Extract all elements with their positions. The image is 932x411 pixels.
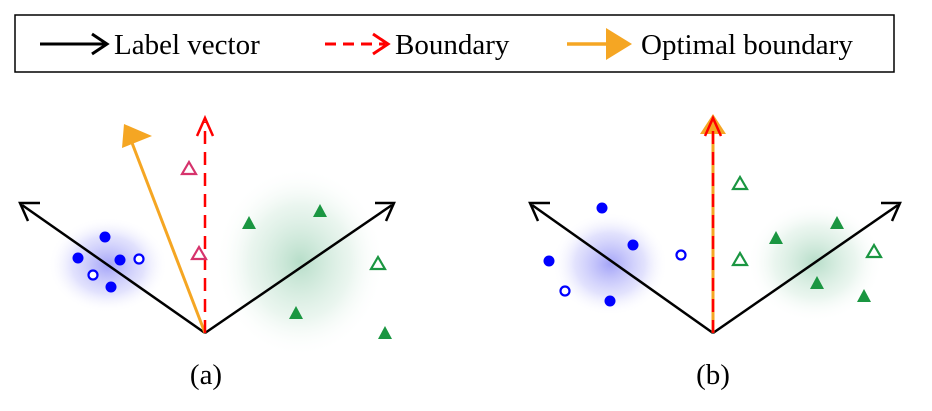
- panel-a-blue-point-hollow: [87, 269, 99, 281]
- legend-boundary-text: Boundary: [395, 29, 510, 61]
- panel-a-label-vector-right-arrowhead-icon: [375, 201, 396, 222]
- legend-label-vector-text: Label vector: [114, 29, 260, 61]
- legend-item-optimal-boundary: Optimal boundary: [567, 28, 853, 61]
- legend-label-vector-arrowhead-icon: [91, 32, 110, 56]
- panel-b: (b): [528, 114, 902, 391]
- panel-b-label-vector-left: [531, 203, 714, 335]
- panel-b-boundary-arrowhead-icon: [703, 114, 723, 137]
- panel-b-green-triangle: [769, 231, 783, 244]
- panel-a-blue-point: [99, 231, 111, 243]
- panel-a-optimal-arrowhead-icon: [122, 124, 152, 148]
- legend-item-label-vector: Label vector: [40, 29, 260, 61]
- panel-b-optimal-arrowhead-icon: [700, 114, 726, 134]
- legend-boundary-arrowhead-icon: [372, 32, 391, 56]
- panel-a: (a): [18, 114, 396, 391]
- panel-a-misclassified-triangle: [180, 159, 198, 176]
- panel-a-misclassified-triangle: [190, 244, 208, 261]
- panel-a-optimal-boundary: [127, 134, 207, 334]
- panel-b-label: (b): [696, 359, 730, 391]
- panel-a-green-triangle: [289, 306, 303, 319]
- panel-b-blue-point-hollow: [559, 285, 571, 297]
- panel-b-label-vector-right-arrowhead-icon: [881, 201, 902, 222]
- panel-a-green-triangle-hollow: [369, 254, 387, 271]
- legend-box: [14, 14, 895, 73]
- panel-b-blue-point: [604, 295, 616, 307]
- panel-b-green-triangle-hollow: [731, 250, 749, 267]
- panel-a-blue-point: [105, 281, 117, 293]
- panel-b-green-triangle-hollow: [865, 242, 883, 259]
- legend-optimal-boundary-text: Optimal boundary: [641, 29, 853, 61]
- panel-a-blue-point-hollow: [133, 253, 145, 265]
- legend: Label vector Boundary Optimal boundary: [14, 14, 895, 73]
- legend-optimal-arrowhead-icon: [606, 28, 632, 60]
- panel-b-green-triangle-hollow: [731, 174, 749, 191]
- panel-b-blue-cluster-glow: [552, 212, 668, 316]
- panel-a-green-cluster-glow: [215, 167, 385, 357]
- panel-b-blue-point: [596, 202, 608, 214]
- panel-a-green-triangle: [313, 204, 327, 217]
- legend-item-boundary: Boundary: [325, 29, 510, 61]
- panel-b-green-triangle: [830, 216, 844, 229]
- panel-a-blue-point: [114, 254, 126, 266]
- panel-a-label-vector-left-arrowhead-icon: [18, 201, 40, 222]
- panel-a-boundary-arrowhead-icon: [195, 114, 215, 137]
- panel-a-label-vector-right: [204, 203, 393, 335]
- panel-b-blue-point: [543, 255, 555, 267]
- panel-b-label-vector-right: [712, 203, 899, 335]
- panel-a-blue-point: [72, 252, 84, 264]
- panel-a-label-vector-left: [21, 203, 206, 335]
- panel-b-green-triangle: [857, 289, 871, 302]
- panel-b-blue-point-hollow: [675, 249, 687, 261]
- panel-a-label: (a): [190, 359, 222, 391]
- panel-b-green-triangle: [810, 276, 824, 289]
- panel-b-label-vector-left-arrowhead-icon: [528, 201, 550, 222]
- panel-a-green-triangle: [242, 216, 256, 229]
- panel-b-blue-point: [627, 239, 639, 251]
- panel-a-green-triangle: [378, 326, 392, 339]
